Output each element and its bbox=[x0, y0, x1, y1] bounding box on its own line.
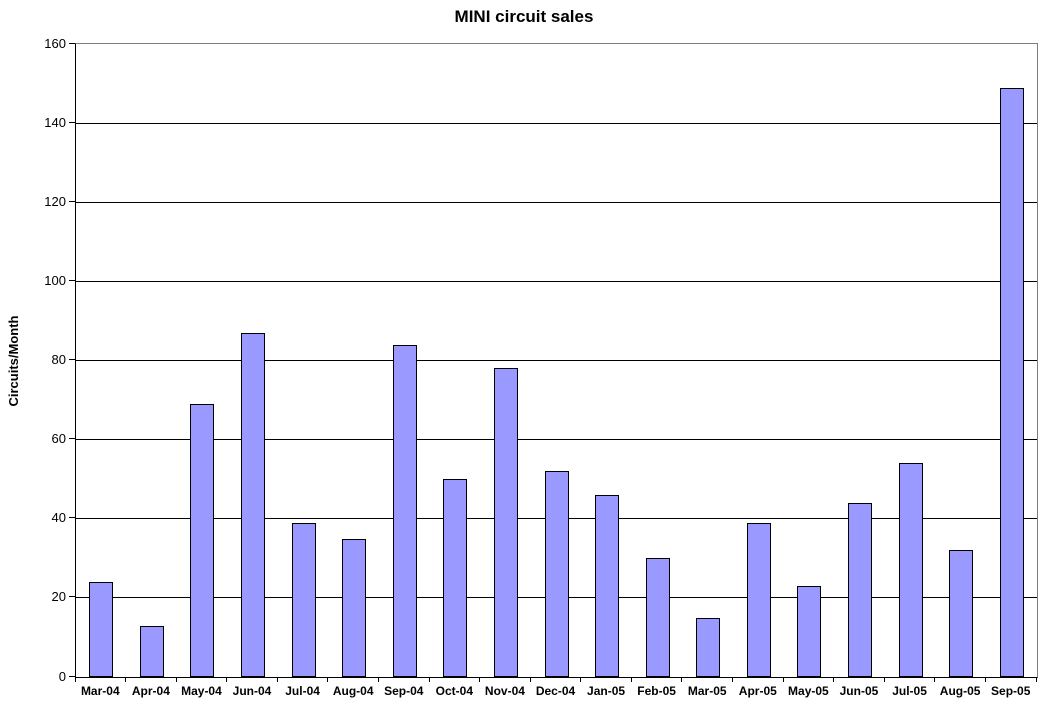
bar-mar-05 bbox=[696, 618, 721, 677]
bar-apr-04 bbox=[139, 626, 164, 677]
x-tick-label: Oct-04 bbox=[435, 684, 474, 698]
y-tick-label: 20 bbox=[51, 589, 66, 605]
y-tick-mark bbox=[69, 438, 75, 440]
bar-may-05 bbox=[797, 586, 822, 677]
x-tick-label: Mar-04 bbox=[80, 684, 120, 698]
bar-sep-04 bbox=[392, 345, 417, 677]
plot-area bbox=[75, 43, 1038, 678]
gridline bbox=[76, 360, 1037, 361]
y-tick-label: 40 bbox=[51, 510, 66, 526]
x-tick-label: May-05 bbox=[788, 684, 829, 698]
y-tick-label: 140 bbox=[44, 114, 66, 130]
x-tick-mark bbox=[74, 677, 76, 682]
gridline bbox=[76, 280, 1037, 282]
x-tick-label: Dec-04 bbox=[535, 684, 576, 698]
bar-feb-05 bbox=[645, 558, 670, 677]
x-tick-label: Aug-04 bbox=[332, 684, 374, 698]
x-tick-mark bbox=[226, 677, 228, 682]
chart-title: MINI circuit sales bbox=[454, 7, 594, 26]
x-tick-label: Apr-04 bbox=[131, 684, 170, 698]
x-tick-mark bbox=[1035, 677, 1037, 682]
x-tick-label: Jul-04 bbox=[285, 684, 320, 698]
gridline bbox=[76, 122, 1037, 124]
bar-oct-04 bbox=[443, 479, 468, 677]
bar-mar-04 bbox=[89, 582, 114, 677]
y-tick-label: 100 bbox=[44, 272, 66, 288]
x-tick-mark bbox=[580, 677, 582, 682]
x-tick-label: Jun-04 bbox=[232, 684, 272, 698]
bar-nov-04 bbox=[493, 368, 518, 677]
x-tick-mark bbox=[428, 677, 430, 682]
y-tick-mark bbox=[69, 200, 75, 202]
bar-jun-05 bbox=[847, 503, 872, 677]
y-tick-mark bbox=[69, 675, 75, 677]
y-tick-mark bbox=[69, 596, 75, 598]
bar-jan-05 bbox=[595, 495, 620, 677]
x-tick-label: Nov-04 bbox=[484, 684, 525, 698]
x-tick-mark bbox=[833, 677, 835, 682]
y-tick-label: 60 bbox=[51, 431, 66, 447]
y-tick-mark bbox=[69, 359, 75, 360]
x-tick-mark bbox=[479, 677, 481, 682]
x-tick-label: Jan-05 bbox=[587, 684, 626, 698]
x-tick-mark bbox=[377, 677, 379, 682]
bar-jul-04 bbox=[291, 523, 316, 677]
x-tick-label: Jul-05 bbox=[892, 684, 927, 698]
y-tick-mark bbox=[69, 279, 75, 281]
x-tick-mark bbox=[529, 677, 531, 682]
x-tick-mark bbox=[934, 677, 936, 682]
bar-apr-05 bbox=[746, 523, 771, 677]
x-tick-mark bbox=[984, 677, 986, 682]
x-tick-mark bbox=[681, 677, 683, 682]
x-tick-label: Sep-04 bbox=[384, 684, 424, 698]
x-tick-mark bbox=[782, 677, 784, 682]
x-tick-label: Sep-05 bbox=[991, 684, 1031, 698]
bar-aug-05 bbox=[949, 550, 974, 677]
bar-dec-04 bbox=[544, 471, 569, 677]
bar-jun-04 bbox=[241, 333, 266, 677]
x-tick-mark bbox=[125, 677, 127, 682]
y-tick-label: 0 bbox=[58, 668, 66, 684]
y-tick-label: 160 bbox=[44, 35, 66, 51]
x-tick-mark bbox=[175, 677, 177, 682]
y-tick-label: 80 bbox=[51, 352, 66, 367]
x-tick-mark bbox=[327, 677, 329, 682]
x-tick-label: Jun-05 bbox=[839, 684, 879, 698]
y-tick-mark bbox=[69, 121, 75, 123]
gridline bbox=[76, 201, 1037, 203]
x-tick-mark bbox=[276, 677, 278, 682]
y-tick-label: 120 bbox=[44, 193, 66, 209]
x-tick-label: Apr-05 bbox=[738, 684, 777, 698]
x-tick-mark bbox=[630, 677, 632, 682]
bar-jul-05 bbox=[898, 463, 923, 677]
bar-sep-05 bbox=[999, 88, 1024, 677]
x-tick-label: Mar-05 bbox=[687, 684, 727, 698]
x-tick-label: May-04 bbox=[181, 684, 222, 698]
bar-may-04 bbox=[190, 404, 215, 677]
y-tick-mark bbox=[69, 42, 75, 44]
bar-aug-04 bbox=[342, 539, 367, 677]
x-tick-mark bbox=[883, 677, 885, 682]
x-tick-label: Feb-05 bbox=[637, 684, 676, 698]
y-tick-mark bbox=[69, 517, 75, 519]
y-axis-title-text: Circuits/Month bbox=[6, 315, 21, 407]
x-tick-mark bbox=[732, 677, 734, 682]
gridline bbox=[76, 439, 1037, 441]
x-tick-label: Aug-05 bbox=[939, 684, 981, 698]
